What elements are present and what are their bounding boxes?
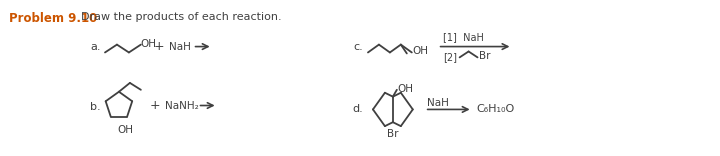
- Text: Problem 9.10: Problem 9.10: [9, 12, 98, 25]
- Text: b.: b.: [91, 102, 101, 112]
- Text: +: +: [150, 99, 160, 112]
- Text: NaNH₂: NaNH₂: [165, 100, 199, 110]
- Text: C₆H₁₀O: C₆H₁₀O: [477, 104, 515, 115]
- Text: d.: d.: [352, 104, 363, 115]
- Text: OH: OH: [413, 46, 429, 56]
- Text: OH: OH: [398, 84, 414, 94]
- Text: OH: OH: [141, 39, 157, 49]
- Text: +: +: [153, 40, 164, 53]
- Text: a.: a.: [91, 41, 101, 52]
- Text: Br: Br: [479, 51, 490, 61]
- Text: Br: Br: [387, 129, 399, 139]
- Text: OH: OH: [117, 125, 133, 135]
- Text: [2]: [2]: [443, 52, 456, 62]
- Text: c.: c.: [354, 41, 363, 52]
- Text: Draw the products of each reaction.: Draw the products of each reaction.: [81, 12, 282, 22]
- Text: NaH: NaH: [427, 98, 449, 107]
- Text: NaH: NaH: [168, 41, 191, 52]
- Text: [1]  NaH: [1] NaH: [443, 32, 484, 42]
